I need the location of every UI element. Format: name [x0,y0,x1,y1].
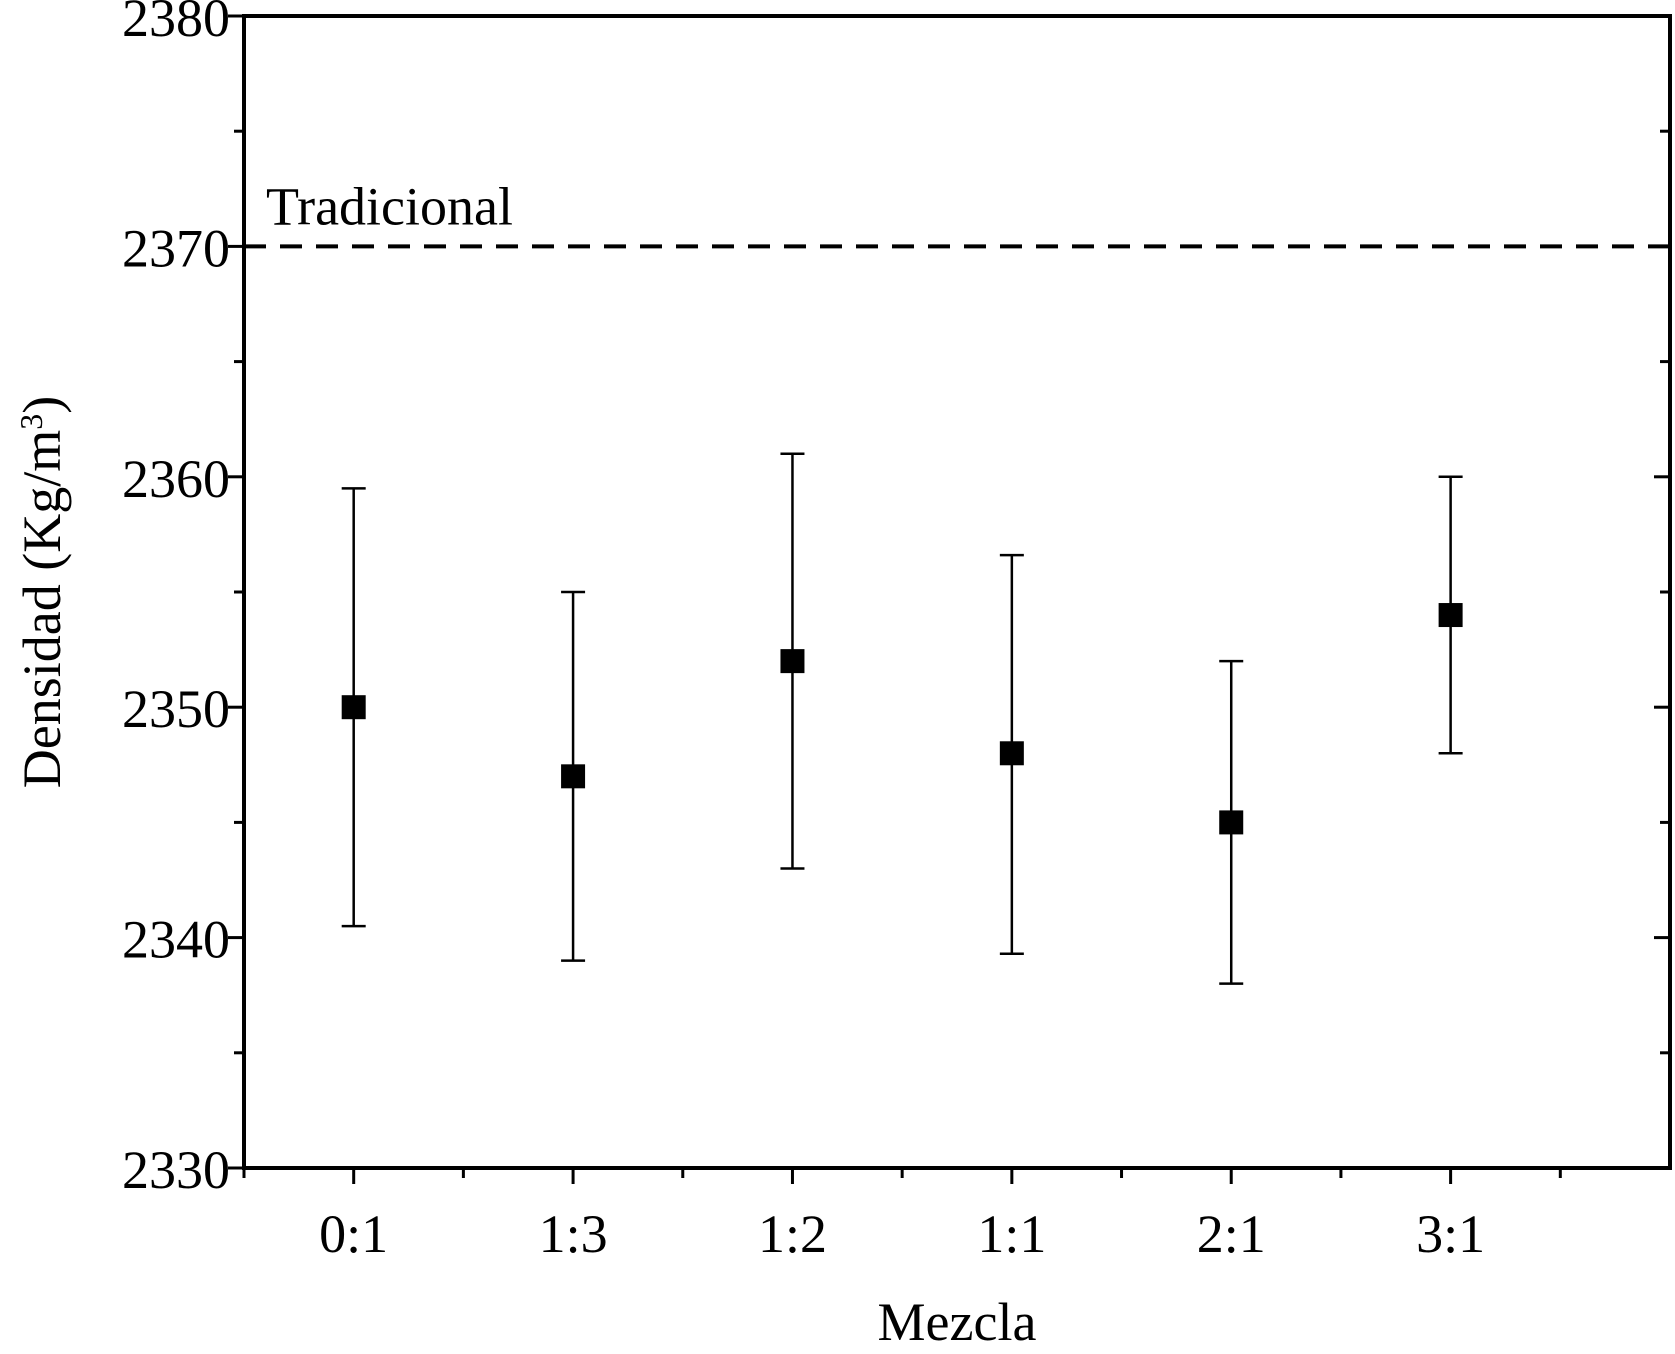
y-tick-label: 2370 [122,218,230,278]
data-point [1438,603,1463,628]
y-axis-label-superscript: 3 [13,414,49,430]
x-axis-ticks: 0:1 1:3 1:2 1:1 2:1 3:1 [242,1168,1562,1264]
x-axis-label: Mezcla [878,1292,1037,1352]
x-tick-label: 2:1 [1197,1204,1266,1264]
x-tick-label: 0:1 [319,1204,388,1264]
y-axis-label-text: Densidad (Kg/m [12,430,72,788]
x-tick-label: 1:3 [539,1204,608,1264]
data-point [999,741,1024,766]
data-point [780,649,805,674]
x-tick-label: 1:1 [977,1204,1046,1264]
y-tick-label: 2330 [122,1140,230,1200]
reference-line-group: Tradicional [244,176,1670,249]
reference-line-label: Tradicional [266,176,513,236]
y-axis-ticks: 2330 2340 2350 2360 2370 2380 [122,0,1670,1200]
y-tick-label: 2340 [122,910,230,970]
y-tick-label: 2380 [122,0,230,48]
y-tick-label: 2350 [122,679,230,739]
y-axis-label: Densidad (Kg/m3) [12,396,72,788]
data-series [341,452,1463,985]
data-point [561,764,586,789]
data-point [1219,810,1244,835]
y-tick-label: 2360 [122,449,230,509]
x-tick-label: 3:1 [1416,1204,1485,1264]
y-axis-label-close: ) [12,396,72,414]
x-tick-label: 1:2 [758,1204,827,1264]
data-point [341,695,366,720]
